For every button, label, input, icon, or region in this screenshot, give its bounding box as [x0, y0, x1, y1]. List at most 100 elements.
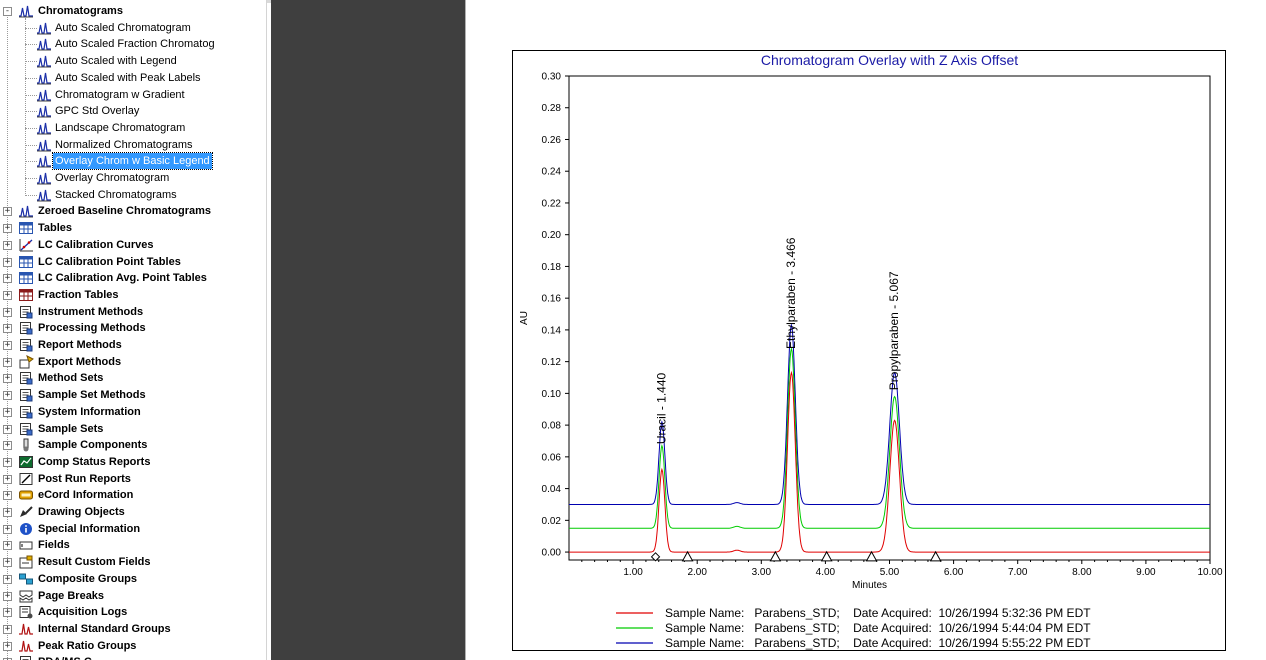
expand-toggle-icon[interactable]: + — [3, 473, 12, 484]
tree-item-landscape-chromatogram[interactable]: Landscape Chromatogram — [0, 120, 266, 136]
tree-group-system-information[interactable]: System Information — [0, 404, 266, 420]
tree-branch-line — [25, 27, 37, 29]
tree-group-internal-standard-groups[interactable]: Internal Standard Groups — [0, 621, 266, 637]
tree-item-auto-scaled-with-peak-labels[interactable]: Auto Scaled with Peak Labels — [0, 70, 266, 86]
tree-group-label: Comp Status Reports — [38, 455, 151, 468]
tree-group-label: Fraction Tables — [38, 288, 119, 301]
tree-item-auto-scaled-with-legend[interactable]: Auto Scaled with Legend — [0, 53, 266, 69]
tree-item-overlay-chromatogram[interactable]: Overlay Chromatogram — [0, 170, 266, 186]
tree-group-method-sets[interactable]: Method Sets — [0, 370, 266, 386]
export-method-icon — [19, 354, 34, 369]
expand-toggle-icon[interactable]: + — [3, 256, 12, 267]
y-tick-label: 0.14 — [542, 325, 562, 336]
report-object-tree[interactable]: Chromatograms - Auto Scaled Chromatogram Au… — [0, 0, 267, 660]
chromatogram-icon — [19, 5, 33, 18]
table-icon — [19, 222, 33, 235]
tree-group-export-methods[interactable]: Export Methods — [0, 354, 266, 370]
legend-entry: Sample Name: Parabens_STD; Date Acquired… — [665, 636, 1091, 650]
tree-group-zeroed-baseline-chromatograms[interactable]: Zeroed Baseline Chromatograms — [0, 203, 266, 219]
tree-group-sample-components[interactable]: Sample Components — [0, 437, 266, 453]
expand-toggle-icon[interactable]: + — [3, 557, 12, 568]
drawing-object-icon — [20, 506, 33, 517]
tree-group-label: PDA/MS C... — [36, 654, 103, 660]
tree-branch-line — [25, 144, 37, 146]
tree-branch-line — [25, 61, 37, 63]
tree-group-label: Tables — [38, 222, 73, 235]
y-tick-label: 0.18 — [542, 262, 562, 273]
tree-item-auto-scaled-fraction-chromatog[interactable]: Auto Scaled Fraction Chromatog — [0, 36, 266, 52]
expand-toggle-icon[interactable]: + — [3, 356, 12, 367]
tree-group-report-methods[interactable]: Report Methods — [0, 337, 266, 353]
tree-group-ecord-information[interactable]: eCord Information — [0, 487, 266, 503]
tree-group-acquisition-logs[interactable]: Acquisition Logs — [0, 604, 266, 620]
tree-item-overlay-chrom-w-basic-legend[interactable]: Overlay Chrom w Basic Legend — [0, 152, 266, 171]
chromatogram-icon — [37, 139, 51, 152]
expand-toggle-icon[interactable]: + — [3, 658, 12, 660]
chromatogram-chart[interactable]: Chromatogram Overlay with Z Axis Offset 0… — [512, 50, 1226, 651]
tree-item-auto-scaled-chromatogram[interactable]: Auto Scaled Chromatogram — [0, 20, 266, 36]
x-tick-label: 10.00 — [1197, 567, 1222, 578]
tree-item-stacked-chromatograms[interactable]: Stacked Chromatograms — [0, 187, 266, 203]
tree-group-fraction-tables[interactable]: Fraction Tables — [0, 287, 266, 303]
tree-group-lc-calibration-avg-point-tables[interactable]: LC Calibration Avg. Point Tables — [0, 270, 266, 286]
tree-child-guide-line — [25, 18, 26, 194]
y-tick-label: 0.10 — [542, 389, 562, 400]
expand-toggle-icon[interactable]: + — [3, 573, 12, 584]
tree-group-chromatograms[interactable]: Chromatograms — [0, 3, 266, 19]
calibration-point-table-icon — [19, 255, 33, 268]
tree-item-chromatogram-w-gradient[interactable]: Chromatogram w Gradient — [0, 87, 266, 103]
expand-toggle-icon[interactable]: + — [3, 273, 12, 284]
tree-group-tables[interactable]: Tables — [0, 220, 266, 236]
collapse-toggle-icon[interactable]: - — [3, 6, 12, 16]
tree-item-label: Overlay Chromatogram — [55, 172, 170, 184]
tree-group-drawing-objects[interactable]: Drawing Objects — [0, 504, 266, 520]
expand-toggle-icon[interactable]: + — [3, 390, 12, 401]
tree-group-label: LC Calibration Curves — [38, 238, 154, 251]
x-tick-label: 7.00 — [1008, 567, 1028, 578]
tree-group-instrument-methods[interactable]: Instrument Methods — [0, 304, 266, 320]
tree-group-processing-methods[interactable]: Processing Methods — [0, 320, 266, 336]
tree-group-peak-ratio-groups[interactable]: Peak Ratio Groups — [0, 638, 266, 654]
expand-toggle-icon[interactable]: + — [3, 523, 12, 534]
tree-group-sample-set-methods[interactable]: Sample Set Methods — [0, 387, 266, 403]
tree-group-special-information[interactable]: Special Information — [0, 521, 266, 537]
expand-toggle-icon[interactable]: + — [3, 340, 12, 350]
expand-toggle-icon[interactable]: + — [3, 323, 12, 334]
tree-group-composite-groups[interactable]: Composite Groups — [0, 571, 266, 587]
expand-toggle-icon[interactable]: + — [3, 239, 12, 250]
expand-toggle-icon[interactable]: + — [3, 507, 12, 517]
tree-group-result-custom-fields[interactable]: Result Custom Fields — [0, 554, 266, 570]
expand-toggle-icon[interactable]: + — [3, 590, 12, 601]
expand-toggle-icon[interactable]: + — [3, 223, 12, 234]
expand-toggle-icon[interactable]: + — [3, 373, 12, 384]
tree-group-pda-ms-c[interactable]: PDA/MS C... — [0, 654, 266, 660]
expand-toggle-icon[interactable]: + — [3, 206, 12, 217]
expand-toggle-icon[interactable]: + — [3, 289, 12, 300]
expand-toggle-icon[interactable]: + — [3, 306, 12, 317]
expand-toggle-icon[interactable]: + — [3, 423, 12, 434]
composite-group-icon — [19, 573, 33, 585]
tree-group-comp-status-reports[interactable]: Comp Status Reports — [0, 454, 266, 470]
instrument-method-icon — [20, 305, 33, 319]
expand-toggle-icon[interactable]: + — [3, 640, 12, 651]
tree-item-gpc-std-overlay[interactable]: GPC Std Overlay — [0, 103, 266, 119]
tree-group-lc-calibration-curves[interactable]: LC Calibration Curves — [0, 237, 266, 253]
tree-branch-line — [25, 127, 37, 129]
tree-group-page-breaks[interactable]: Page Breaks — [0, 588, 266, 604]
tree-item-normalized-chromatograms[interactable]: Normalized Chromatograms — [0, 137, 266, 153]
tree-group-lc-calibration-point-tables[interactable]: LC Calibration Point Tables — [0, 254, 266, 270]
y-tick-label: 0.24 — [542, 167, 562, 178]
expand-toggle-icon[interactable]: + — [3, 540, 12, 551]
expand-toggle-icon[interactable]: + — [3, 440, 12, 451]
report-method-icon — [20, 339, 33, 352]
tree-group-fields[interactable]: Fields — [0, 537, 266, 553]
expand-toggle-icon[interactable]: + — [3, 406, 12, 417]
expand-toggle-icon[interactable]: + — [3, 456, 12, 467]
tree-group-post-run-reports[interactable]: Post Run Reports — [0, 471, 266, 487]
tree-group-sample-sets[interactable]: Sample Sets — [0, 421, 266, 437]
chromatogram-icon — [37, 39, 51, 51]
tree-branch-line — [25, 77, 37, 79]
expand-toggle-icon[interactable]: + — [3, 607, 12, 618]
expand-toggle-icon[interactable]: + — [3, 623, 12, 634]
expand-toggle-icon[interactable]: + — [3, 490, 12, 501]
